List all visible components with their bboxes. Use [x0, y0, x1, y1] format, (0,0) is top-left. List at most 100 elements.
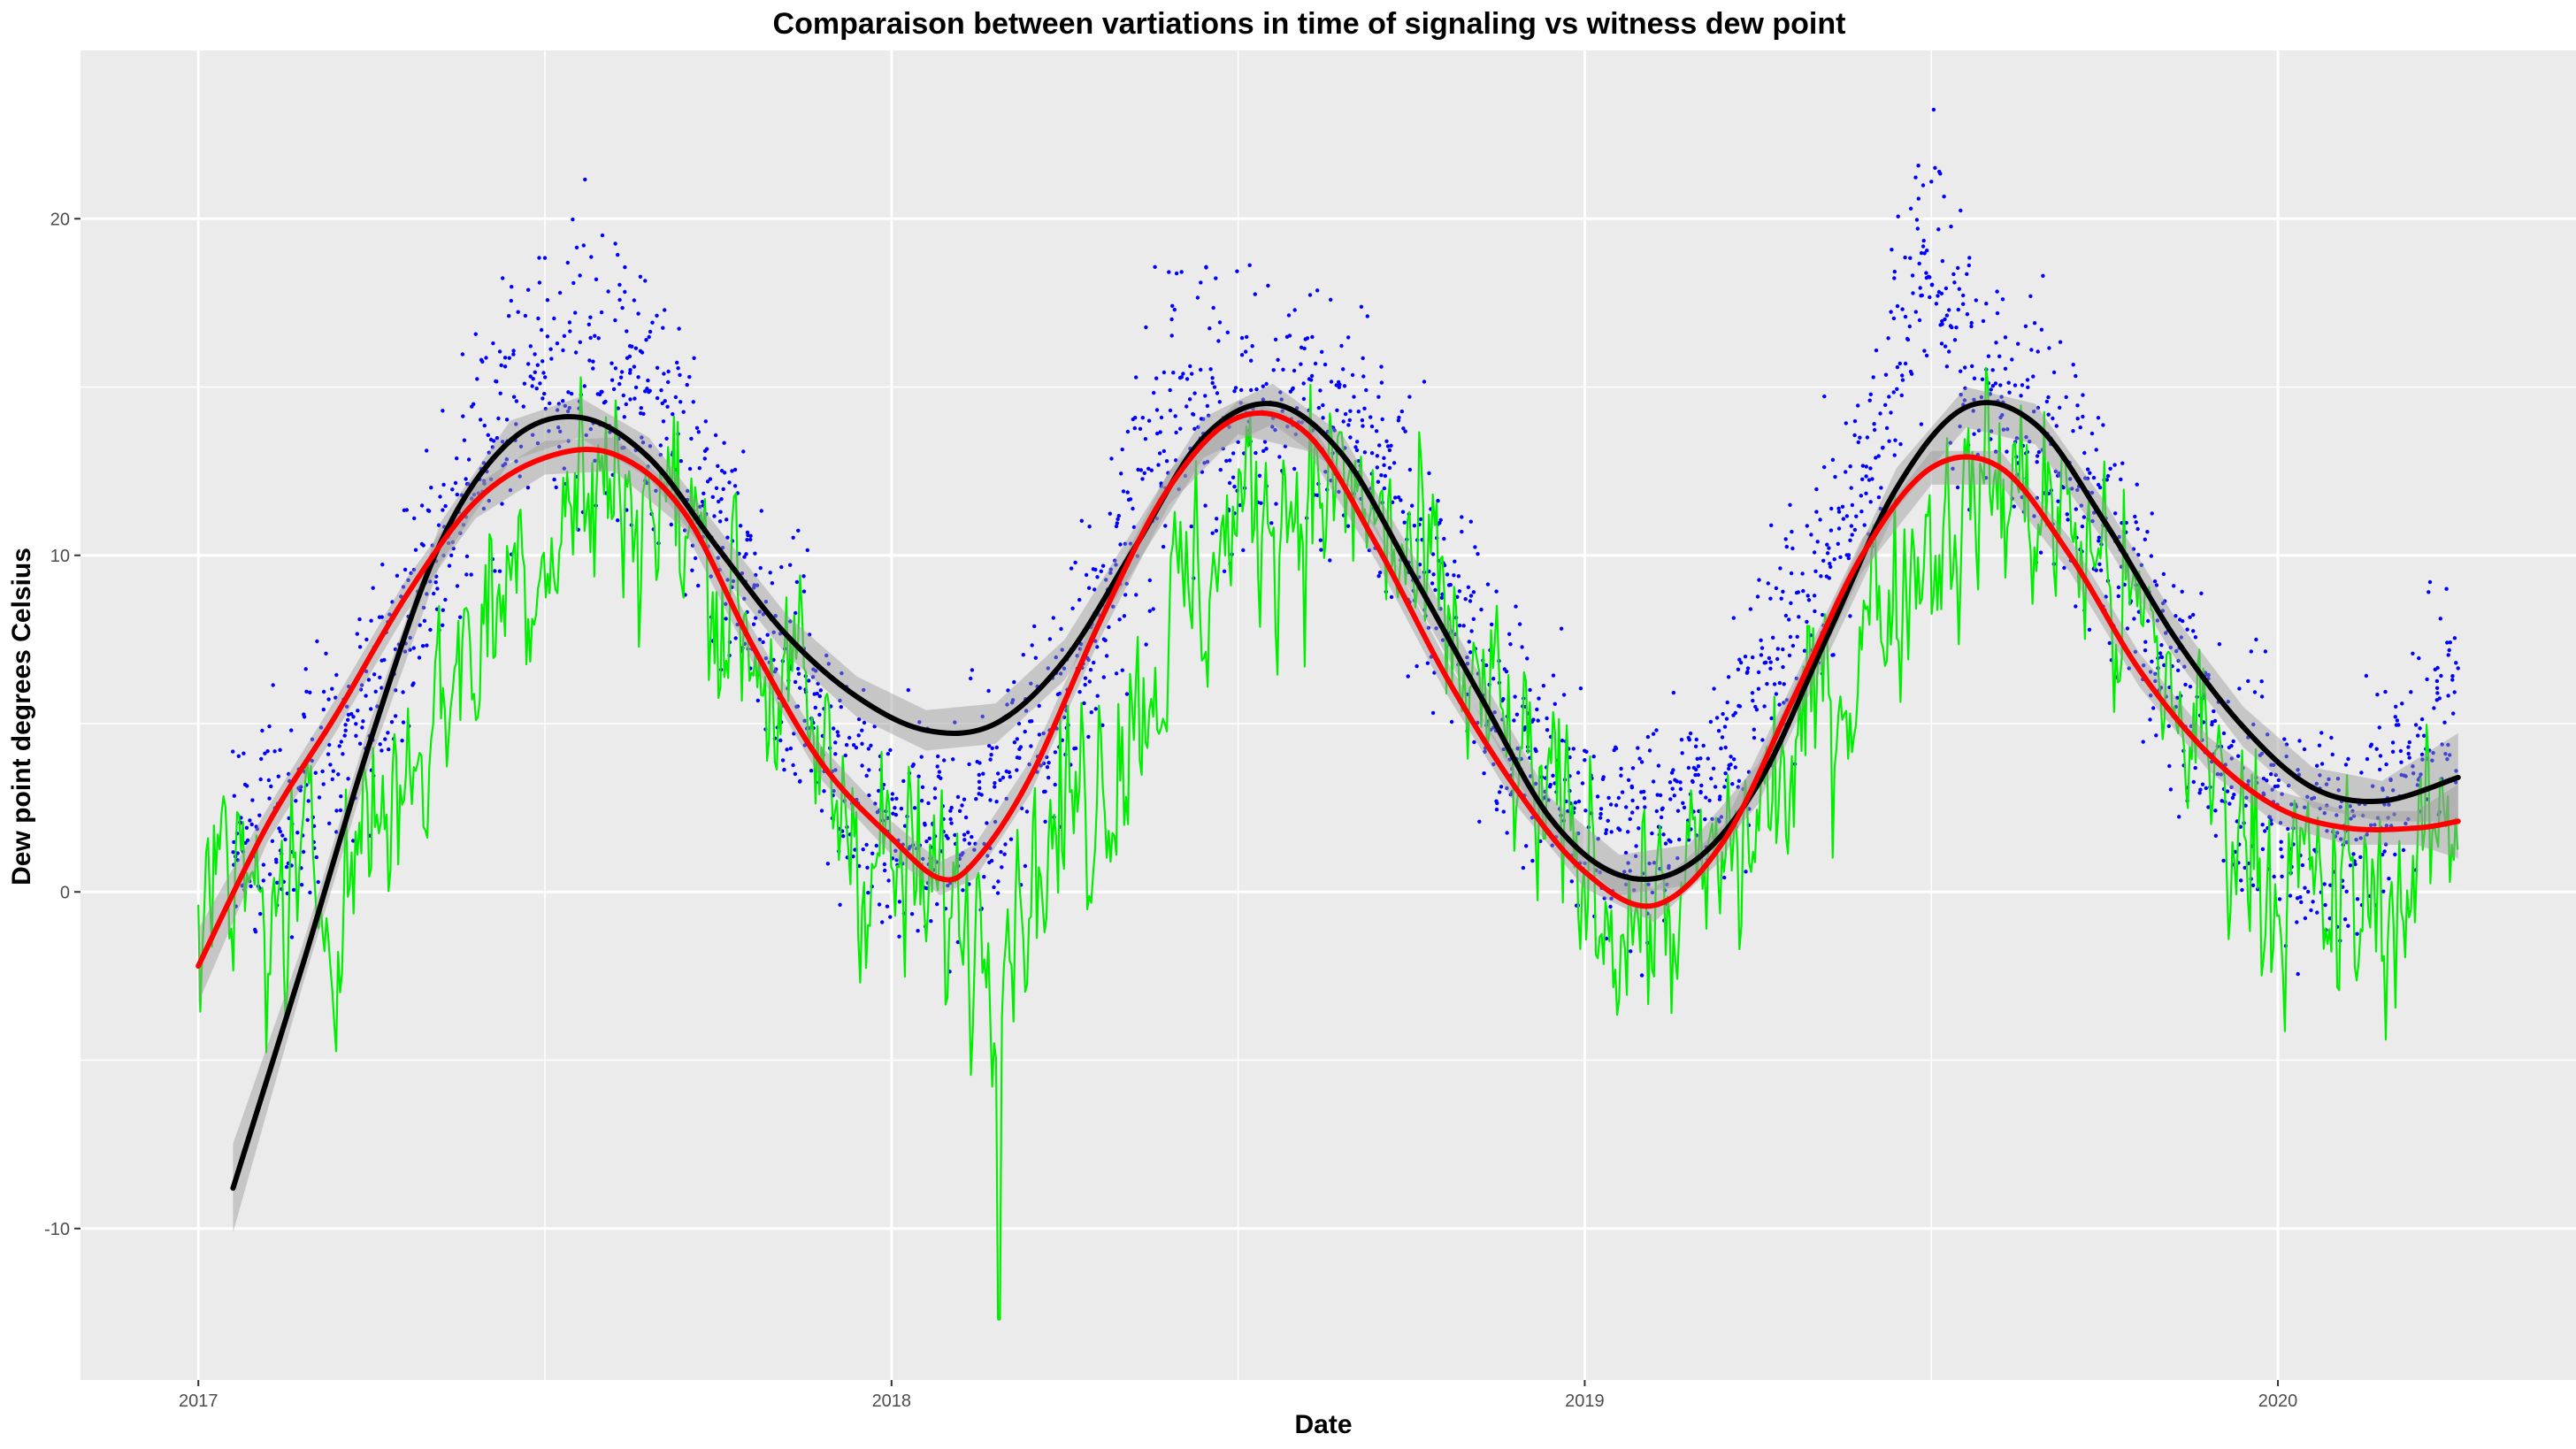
signaling-point [1135, 554, 1140, 558]
signaling-point [920, 785, 925, 789]
signaling-point [1668, 780, 1673, 785]
signaling-point [289, 728, 294, 732]
signaling-point [1152, 390, 1156, 395]
signaling-point [1711, 766, 1716, 770]
signaling-point [1722, 875, 1727, 880]
signaling-point [856, 717, 862, 722]
signaling-point [1183, 473, 1188, 479]
signaling-point [2213, 809, 2218, 813]
signaling-point [1654, 809, 1660, 814]
signaling-point [304, 689, 309, 694]
signaling-point [1990, 368, 1995, 372]
signaling-point [1060, 648, 1064, 652]
signaling-point [1694, 737, 1699, 742]
signaling-point [1300, 420, 1305, 425]
signaling-point [613, 242, 617, 246]
signaling-point [686, 488, 690, 494]
signaling-point [763, 656, 769, 661]
signaling-point [555, 408, 560, 412]
signaling-point [1849, 486, 1853, 490]
signaling-point [1379, 473, 1384, 478]
signaling-point [616, 518, 620, 523]
signaling-point [2191, 629, 2196, 633]
signaling-point [1680, 751, 1684, 755]
signaling-point [2159, 655, 2165, 660]
signaling-point [1427, 471, 1431, 476]
signaling-point [2450, 674, 2455, 678]
signaling-point [1813, 569, 1818, 573]
signaling-point [1367, 548, 1372, 553]
signaling-point [1889, 410, 1893, 415]
signaling-point [266, 778, 272, 783]
signaling-point [2418, 726, 2422, 731]
signaling-point [2180, 589, 2184, 594]
signaling-point [1093, 639, 1098, 643]
signaling-point [1479, 607, 1484, 612]
signaling-point [1227, 425, 1231, 429]
signaling-point [2116, 594, 2120, 599]
signaling-point [1083, 676, 1088, 680]
signaling-point [1903, 361, 1908, 366]
signaling-point [514, 422, 518, 426]
signaling-point [1077, 647, 1083, 651]
signaling-point [1736, 778, 1742, 783]
signaling-point [2343, 763, 2349, 767]
x-axis-ticks: 2017 2018 2019 2020 [179, 1380, 2297, 1411]
signaling-point [1032, 624, 1037, 629]
signaling-point [2426, 590, 2431, 594]
signaling-point [1121, 489, 1126, 494]
signaling-point [1203, 503, 1208, 508]
signaling-point [1505, 786, 1509, 791]
signaling-point [819, 809, 824, 813]
signaling-point [242, 751, 246, 755]
signaling-point [689, 436, 694, 441]
signaling-point [632, 396, 637, 401]
signaling-point [345, 704, 349, 709]
signaling-point [1944, 286, 1949, 291]
signaling-point [2297, 739, 2302, 743]
signaling-point [1859, 510, 1864, 514]
signaling-point [754, 572, 758, 578]
signaling-point [2028, 294, 2033, 298]
signaling-point [1155, 431, 1160, 436]
signaling-point [1210, 376, 1215, 380]
signaling-point [1131, 525, 1137, 530]
signaling-point [709, 574, 713, 579]
signaling-point [1046, 775, 1051, 780]
signaling-point [1695, 756, 1699, 761]
signaling-point [1166, 471, 1170, 475]
signaling-point [869, 743, 873, 748]
signaling-point [1254, 387, 1259, 392]
signaling-point [1895, 387, 1899, 391]
signaling-point [1745, 666, 1751, 671]
signaling-point [1114, 524, 1119, 529]
signaling-point [1720, 735, 1725, 740]
signaling-point [1972, 432, 1976, 436]
signaling-point [2259, 694, 2265, 699]
signaling-point [1868, 392, 1873, 396]
signaling-point [2158, 651, 2163, 656]
signaling-point [411, 646, 416, 650]
signaling-point [1199, 280, 1203, 285]
signaling-point [886, 878, 891, 883]
signaling-point [1852, 433, 1857, 438]
signaling-point [870, 851, 875, 855]
signaling-point [989, 753, 993, 757]
signaling-point [1910, 273, 1915, 278]
signaling-point [600, 389, 604, 395]
signaling-point [2355, 897, 2360, 901]
signaling-point [2277, 897, 2282, 901]
signaling-point [2098, 568, 2104, 572]
signaling-point [1448, 582, 1453, 587]
signaling-point [2090, 518, 2095, 524]
x-tick-label: 2017 [179, 1392, 218, 1411]
signaling-point [1016, 721, 1022, 726]
signaling-point [2003, 335, 2008, 340]
signaling-point [400, 739, 404, 743]
signaling-point [306, 799, 310, 803]
signaling-point [1688, 731, 1693, 736]
signaling-point [1095, 645, 1100, 649]
signaling-point [2399, 760, 2404, 764]
signaling-point [712, 514, 717, 518]
signaling-point [1898, 361, 1902, 366]
